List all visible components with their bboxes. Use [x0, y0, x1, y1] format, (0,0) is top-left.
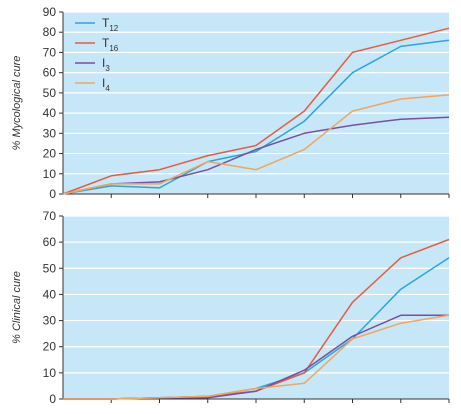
y-tick-label: 60: [43, 235, 57, 249]
mycological-cure-chart: 0 10 20 30 40 50 60 70 80 90 % Mycological cure T12…: [11, 5, 450, 201]
y-tick-label: 20: [43, 147, 57, 161]
y-tick-label: 10: [43, 167, 57, 181]
y-tick-label: 80: [43, 25, 57, 39]
y-tick-label: 90: [43, 5, 57, 19]
plot-area: [63, 12, 449, 194]
legend-entry-i3: I3: [102, 56, 110, 73]
series-line-i4: [63, 314, 450, 400]
series-line-i4: [62, 94, 450, 195]
y-tick-label: 70: [43, 209, 57, 223]
y-tick-label: 0: [49, 392, 56, 406]
plot-area: [63, 216, 449, 399]
legend: T12 T16 I3 I4: [75, 16, 119, 93]
y-tick-label: 70: [43, 45, 57, 59]
y-tick-label: 40: [43, 106, 57, 120]
y-tick-label: 50: [43, 261, 57, 275]
y-tick-label: 30: [43, 126, 57, 140]
y-axis-label: % Mycological cure: [11, 56, 23, 151]
series-line-t12: [62, 39, 450, 195]
y-tick-label: 60: [43, 66, 57, 80]
y-tick-label: 50: [43, 86, 57, 100]
legend-entry-t16: T16: [102, 36, 119, 53]
y-tick-label: 30: [43, 314, 57, 328]
y-tick-label: 10: [43, 366, 57, 380]
legend-entry-t12: T12: [102, 16, 119, 33]
y-tick-label: 0: [49, 187, 56, 201]
y-tick-label: 40: [43, 287, 57, 301]
series-line-t16: [62, 27, 450, 195]
y-axis-label: % Clinical cure: [11, 271, 23, 344]
clinical-cure-chart: 0 10 20 30 40 50 60 70 % Clinical cure: [11, 209, 450, 406]
y-tick-label: 20: [43, 340, 57, 354]
legend-entry-i4: I4: [102, 76, 110, 93]
